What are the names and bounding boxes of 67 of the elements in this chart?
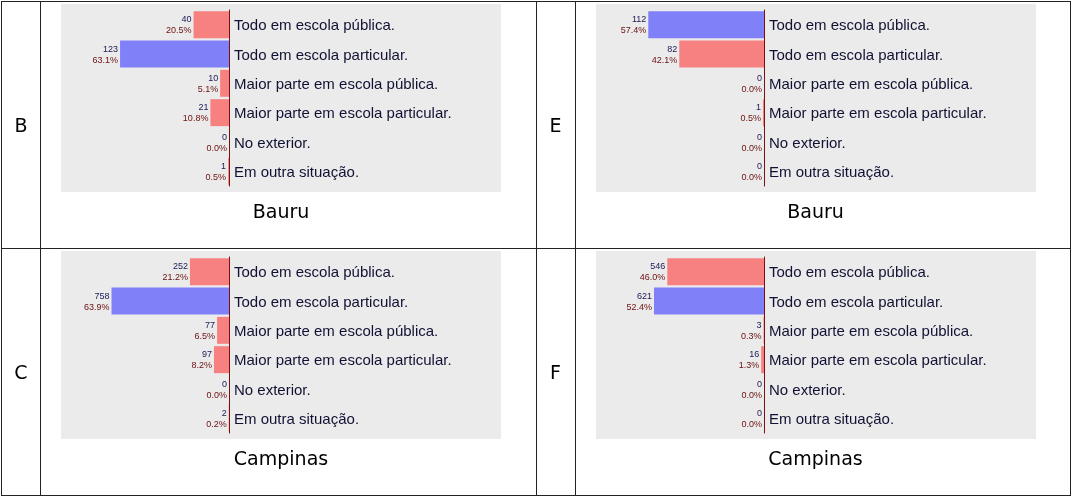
text: F [536, 248, 575, 496]
text: E [536, 1, 575, 249]
data-label: 546 46.0% [639, 261, 665, 283]
text: Campinas [232, 447, 330, 469]
bar [217, 316, 229, 344]
data-label: 3 0.3% [740, 319, 761, 341]
y-tick-label: No exterior. [768, 133, 846, 151]
data-label: 758 63.9% [83, 290, 110, 312]
y-tick-label: Maior parte em escola particular. [234, 351, 452, 369]
y-tick-label: No exterior. [234, 133, 311, 151]
data-label: 97 8.2% [191, 349, 212, 371]
data-label: 0 0.0% [206, 378, 227, 400]
data-label: 123 63.1% [92, 43, 119, 65]
text: Campinas [767, 447, 864, 469]
bar [210, 99, 229, 127]
text: Bauru [251, 200, 311, 222]
bar [189, 258, 229, 286]
y-tick-label: Em outra situação. [234, 162, 360, 180]
y-tick-label: Em outra situação. [768, 162, 894, 180]
y-tick-label: Maior parte em escola pública. [234, 74, 439, 92]
bar [666, 258, 764, 286]
y-tick-label: Todo em escola pública. [234, 263, 395, 281]
data-label: 21 10.8% [182, 102, 209, 124]
y-tick-label: Todo em escola particular. [768, 45, 943, 63]
text: C [1, 248, 41, 496]
data-label: 0 0.0% [740, 378, 762, 400]
y-tick-label: Todo em escola particular. [234, 45, 409, 63]
data-label: 0 0.0% [740, 131, 762, 153]
y-tick-label: Em outra situação. [768, 409, 894, 427]
bar [220, 69, 229, 97]
bar [111, 287, 229, 315]
data-label: 252 21.2% [162, 261, 188, 283]
data-label: 16 1.3% [738, 349, 759, 371]
bar [120, 40, 229, 68]
data-label: 10 5.1% [197, 72, 219, 94]
data-label: 2 0.2% [206, 407, 227, 429]
y-tick-label: Em outra situação. [234, 409, 360, 427]
y-tick-label: No exterior. [768, 380, 846, 398]
y-tick-label: Todo em escola particular. [234, 292, 409, 310]
data-label: 0 0.0% [740, 72, 762, 94]
y-tick-label: Maior parte em escola pública. [234, 321, 439, 339]
y-tick-label: Maior parte em escola pública. [768, 74, 973, 92]
y-tick-label: Maior parte em escola particular. [234, 104, 452, 122]
data-label: 40 20.5% [166, 14, 192, 36]
y-tick-label: Maior parte em escola particular. [768, 104, 987, 122]
bar [213, 346, 229, 374]
text: B [1, 1, 41, 249]
y-tick-label: Todo em escola pública. [768, 16, 930, 34]
y-tick-label: No exterior. [234, 380, 311, 398]
data-label: 0 0.0% [740, 160, 762, 182]
y-tick-label: Todo em escola pública. [768, 263, 930, 281]
data-label: 112 57.4% [620, 14, 646, 36]
y-tick-label: Todo em escola particular. [768, 292, 943, 310]
text: Bauru [786, 200, 845, 222]
data-label: 1 0.5% [739, 102, 761, 124]
y-tick-label: Maior parte em escola pública. [768, 321, 973, 339]
data-label: 77 6.5% [194, 319, 216, 341]
y-tick-label: Maior parte em escola particular. [768, 351, 987, 369]
data-label: 0 0.0% [740, 407, 762, 429]
y-tick-label: Todo em escola pública. [234, 16, 395, 34]
bar [653, 287, 764, 315]
data-label: 0 0.0% [206, 131, 227, 153]
data-label: 82 42.1% [651, 43, 677, 65]
bar [760, 346, 764, 374]
bar [193, 11, 229, 39]
data-label: 621 52.4% [625, 290, 652, 312]
data-label: 1 0.5% [205, 160, 227, 182]
